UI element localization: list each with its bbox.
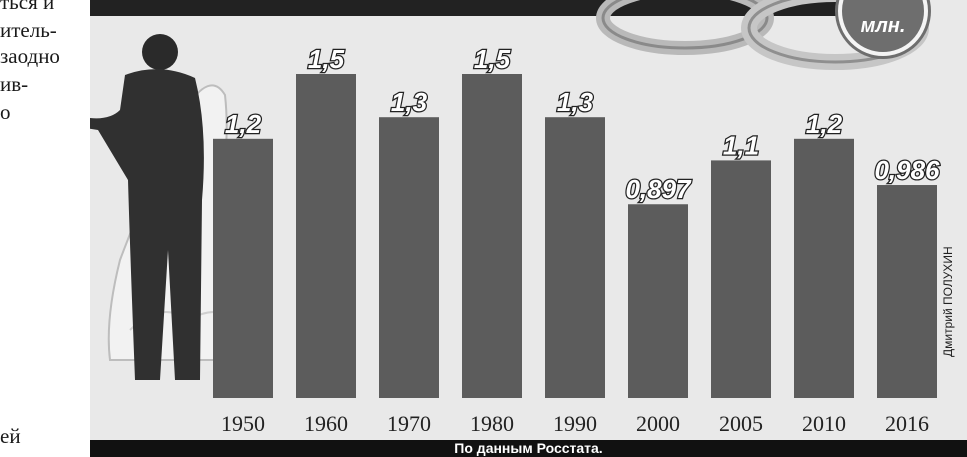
value-label-2005: 1,1 xyxy=(723,130,759,160)
unit-label: млн. xyxy=(860,15,906,37)
source-text: По данным Росстата. xyxy=(454,440,603,456)
value-label-1950: 1,2 xyxy=(225,109,262,139)
value-label-2000: 0,897 xyxy=(625,174,692,204)
bar-2005 xyxy=(711,160,771,398)
infographic: млн. 1,2 1,5 1,3 1,5 1,3 0,897 1,1 1,2 0,986 195… xyxy=(90,0,967,457)
bars-group xyxy=(213,74,937,399)
bar-2010 xyxy=(794,138,854,399)
article-text-column: ться и итель- заодно ив- о ей xyxy=(0,0,90,457)
title-bar xyxy=(90,0,840,16)
x-tick-label-2010: 2010 xyxy=(802,411,846,436)
bar-1980 xyxy=(462,74,522,398)
x-tick-label-1980: 1980 xyxy=(470,411,514,436)
bar-2000 xyxy=(628,204,688,398)
article-text-line: ей xyxy=(0,424,21,448)
bar-1990 xyxy=(545,117,605,398)
x-tick-label-1950: 1950 xyxy=(221,411,265,436)
x-tick-label-2005: 2005 xyxy=(719,411,763,436)
source-bar: По данным Росстата. xyxy=(90,440,967,457)
value-labels-group: 1,2 1,5 1,3 1,5 1,3 0,897 1,1 1,2 0,986 xyxy=(224,43,942,206)
x-tick-label-1960: 1960 xyxy=(304,411,348,436)
x-axis-labels-group: 1950 1960 1970 1980 1990 2000 2005 2010 2016 xyxy=(221,411,929,436)
bar-2016 xyxy=(877,185,937,398)
x-tick-label-1990: 1990 xyxy=(553,411,597,436)
value-label-1960: 1,5 xyxy=(308,44,345,74)
value-label-1970: 1,3 xyxy=(391,87,428,117)
article-text-line: о xyxy=(0,100,11,124)
article-text-line: заодно xyxy=(0,44,60,68)
article-text-line: ив- xyxy=(0,72,29,96)
value-label-2016: 0,986 xyxy=(874,155,940,185)
bar-chart: 1,2 1,5 1,3 1,5 1,3 0,897 1,1 1,2 0,986 1950 1960… xyxy=(213,43,942,436)
x-tick-label-1970: 1970 xyxy=(387,411,431,436)
value-label-1980: 1,5 xyxy=(474,44,511,74)
bar-1950 xyxy=(213,138,273,399)
value-label-2010: 1,2 xyxy=(806,109,843,139)
bar-1970 xyxy=(379,117,439,398)
x-tick-label-2016: 2016 xyxy=(885,411,929,436)
bar-1960 xyxy=(296,74,356,398)
x-tick-label-2000: 2000 xyxy=(636,411,680,436)
photo-credit: Дмитрий ПОЛУХИН xyxy=(941,246,955,357)
article-text-line: итель- xyxy=(0,18,57,42)
value-label-1990: 1,3 xyxy=(557,87,594,117)
article-text-line: ться и xyxy=(0,0,55,14)
